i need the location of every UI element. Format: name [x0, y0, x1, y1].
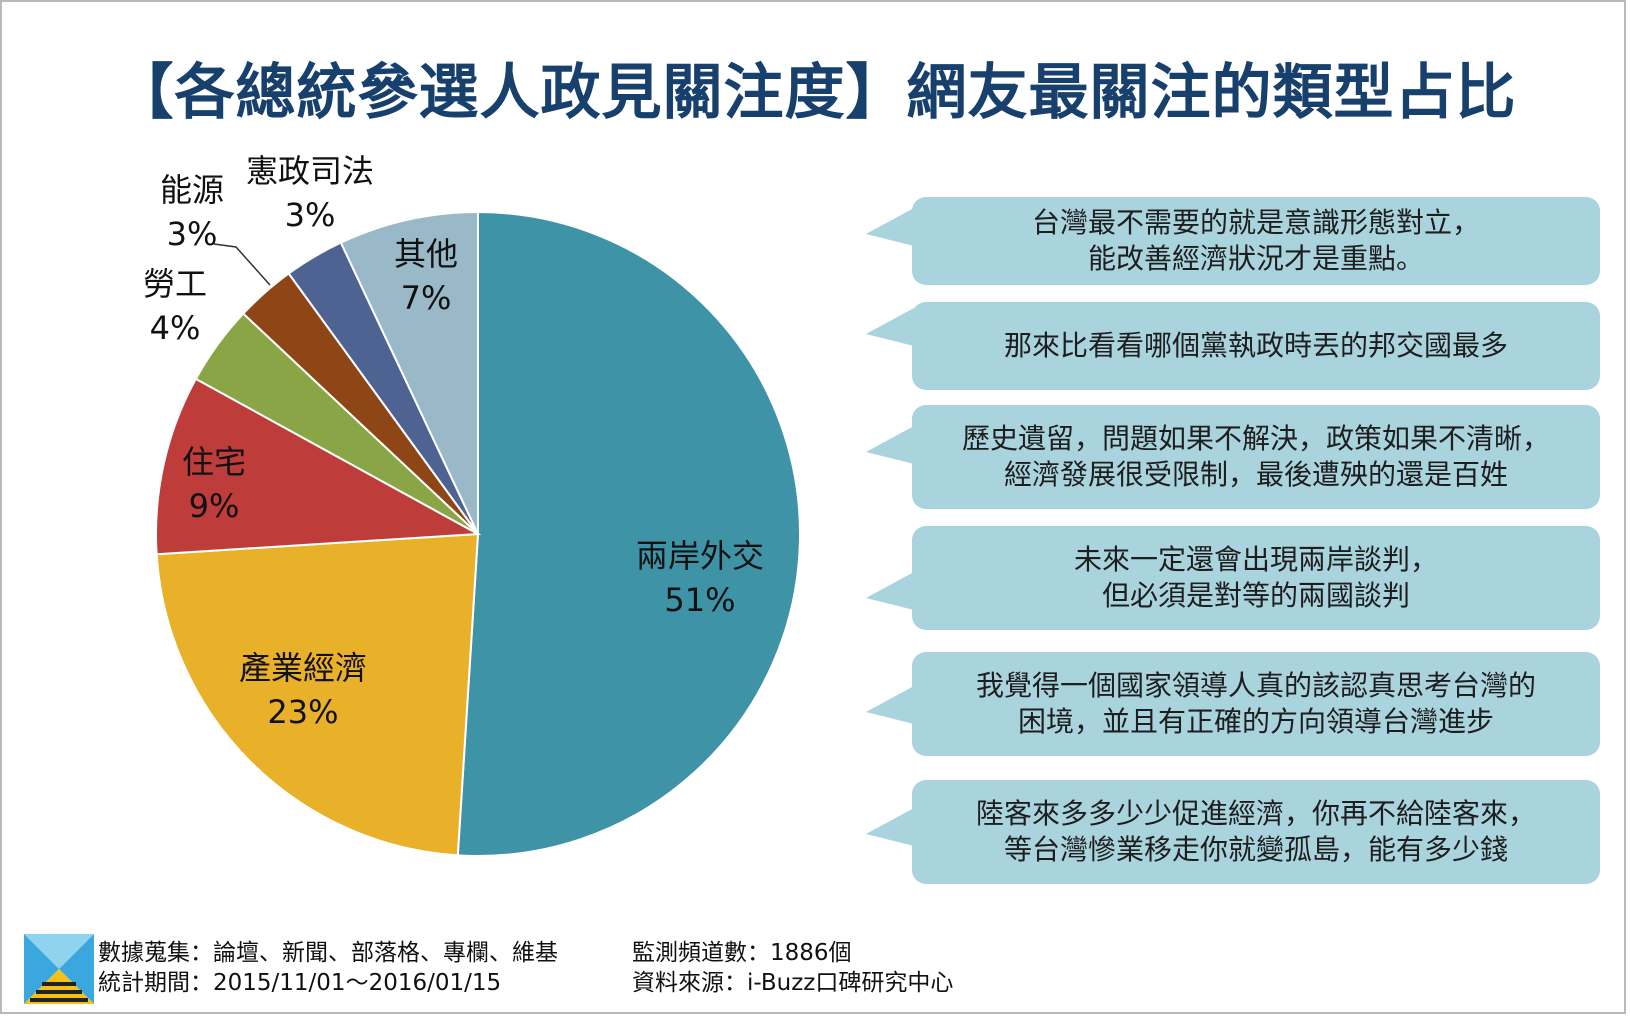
slice-percent: 9% [188, 487, 240, 525]
pie-slice-label-1: 兩岸外交 51% [636, 534, 764, 622]
quote-bubble-3 [912, 405, 1600, 509]
pie-slice-2 [155, 532, 480, 857]
slice-name: 其他 [393, 235, 459, 273]
pie-slice-3 [155, 377, 482, 556]
footer-channels: 監測頻道數：1886個 [632, 940, 852, 966]
footer-left: 數據蒐集：論壇、新聞、部落格、專欄、維基 統計期間：2015/11/01～201… [98, 938, 558, 998]
quote-text-1: 台灣最不需要的就是意識形態對立， 能改善經濟狀況才是重點。 [912, 197, 1600, 285]
slice-percent: 4% [149, 309, 201, 347]
leader-line [213, 243, 271, 286]
slice-percent: 3% [166, 215, 218, 253]
i-buzz-logo-icon [24, 934, 94, 1004]
footer-right: 監測頻道數：1886個 資料來源：i-Buzz口碑研究中心 [632, 938, 953, 998]
quote-bubble-2 [912, 302, 1600, 390]
quote-bubble-5 [912, 652, 1600, 756]
quote-text-6: 陸客來多多少少促進經濟，你再不給陸客來， 等台灣慘業移走你就變孤島，能有多少錢 [912, 780, 1600, 884]
slice-name: 能源 [159, 171, 225, 209]
pie-slice-7 [339, 210, 479, 535]
quote-bubble-4 [912, 526, 1600, 630]
quote-bubble-tail [866, 208, 914, 246]
quote-line: 能改善經濟狀況才是重點。 [1087, 242, 1424, 275]
quote-line: 未來一定還會出現兩岸談判， [1073, 543, 1438, 576]
slice-percent: 7% [400, 279, 452, 317]
quote-bubble-tail [866, 686, 914, 724]
slice-name: 勞工 [142, 265, 208, 303]
quote-line: 歷史遺留，問題如果不解決，政策如果不清晰， [961, 422, 1550, 455]
slice-percent: 3% [284, 196, 336, 234]
footer-period: 統計期間：2015/11/01～2016/01/15 [98, 970, 502, 996]
quote-text-2: 那來比看看哪個黨執政時丟的邦交國最多 [912, 302, 1600, 390]
pie-slice-label-2: 產業經濟 23% [239, 646, 367, 734]
slice-percent: 23% [267, 693, 339, 731]
page-title: 【各總統參選人政見關注度】網友最關注的類型占比 [113, 58, 1517, 128]
pie-slice-1 [456, 210, 801, 857]
slice-name: 兩岸外交 [635, 537, 765, 575]
quote-line: 經濟發展很受限制，最後遭殃的還是百姓 [1003, 458, 1508, 491]
quote-text-5: 我覺得一個國家領導人真的該認真思考台灣的 困境，並且有正確的方向領導台灣進步 [912, 652, 1600, 756]
quote-line: 等台灣慘業移走你就變孤島，能有多少錢 [1003, 833, 1508, 866]
quote-line: 陸客來多多少少促進經濟，你再不給陸客來， [975, 797, 1536, 830]
pie-slice-label-5: 能源 3% [160, 168, 224, 256]
pie-slice-label-4: 勞工 4% [143, 262, 207, 350]
slice-name: 產業經濟 [238, 649, 368, 687]
quote-text-3: 歷史遺留，問題如果不解決，政策如果不清晰， 經濟發展很受限制，最後遭殃的還是百姓 [912, 405, 1600, 509]
quote-line: 我覺得一個國家領導人真的該認真思考台灣的 [975, 669, 1536, 702]
quote-bubble-tail [866, 572, 914, 610]
quote-line: 困境，並且有正確的方向領導台灣進步 [1017, 705, 1494, 738]
quote-bubble-1 [912, 197, 1600, 285]
slice-name: 憲政司法 [245, 152, 375, 190]
quote-bubble-tail [866, 808, 914, 846]
quote-text-4: 未來一定還會出現兩岸談判， 但必須是對等的兩國談判 [912, 526, 1600, 630]
quote-bubble-6 [912, 780, 1600, 884]
slice-name: 住宅 [181, 443, 247, 481]
slice-percent: 51% [664, 581, 736, 619]
quote-bubble-tail [866, 426, 914, 464]
quote-line: 那來比看看哪個黨執政時丟的邦交國最多 [1003, 329, 1508, 362]
pie-slice-label-3: 住宅 9% [182, 440, 246, 528]
footer-collection: 數據蒐集：論壇、新聞、部落格、專欄、維基 [98, 940, 558, 966]
footer-source: 資料來源：i-Buzz口碑研究中心 [632, 970, 954, 996]
quote-line: 台灣最不需要的就是意識形態對立， [1031, 206, 1480, 239]
quote-line: 但必須是對等的兩國談判 [1101, 579, 1410, 612]
pie-slice-label-7: 其他 7% [394, 232, 458, 320]
quote-bubble-tail [866, 308, 914, 346]
pie-slice-label-6: 憲政司法 3% [246, 149, 374, 237]
